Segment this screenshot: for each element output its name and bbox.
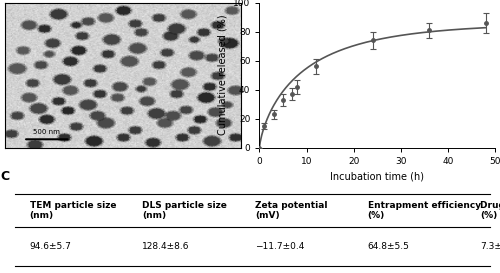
Text: −11.7±0.4: −11.7±0.4 — [255, 242, 304, 251]
Text: 128.4±8.6: 128.4±8.6 — [142, 242, 190, 251]
Text: Drug loading
(%): Drug loading (%) — [480, 201, 500, 220]
Y-axis label: Cumulative released (%): Cumulative released (%) — [218, 15, 228, 135]
Text: C: C — [0, 170, 9, 183]
Text: DLS particle size
(nm): DLS particle size (nm) — [142, 201, 227, 220]
Text: TEM particle size
(nm): TEM particle size (nm) — [30, 201, 116, 220]
Text: 500 nm: 500 nm — [34, 129, 60, 135]
Text: Zeta potential
(mV): Zeta potential (mV) — [255, 201, 328, 220]
Text: 64.8±5.5: 64.8±5.5 — [368, 242, 410, 251]
Text: 7.3±0.6: 7.3±0.6 — [480, 242, 500, 251]
Text: Entrapment efficiency
(%): Entrapment efficiency (%) — [368, 201, 480, 220]
X-axis label: Incubation time (h): Incubation time (h) — [330, 171, 424, 181]
Text: 94.6±5.7: 94.6±5.7 — [30, 242, 72, 251]
